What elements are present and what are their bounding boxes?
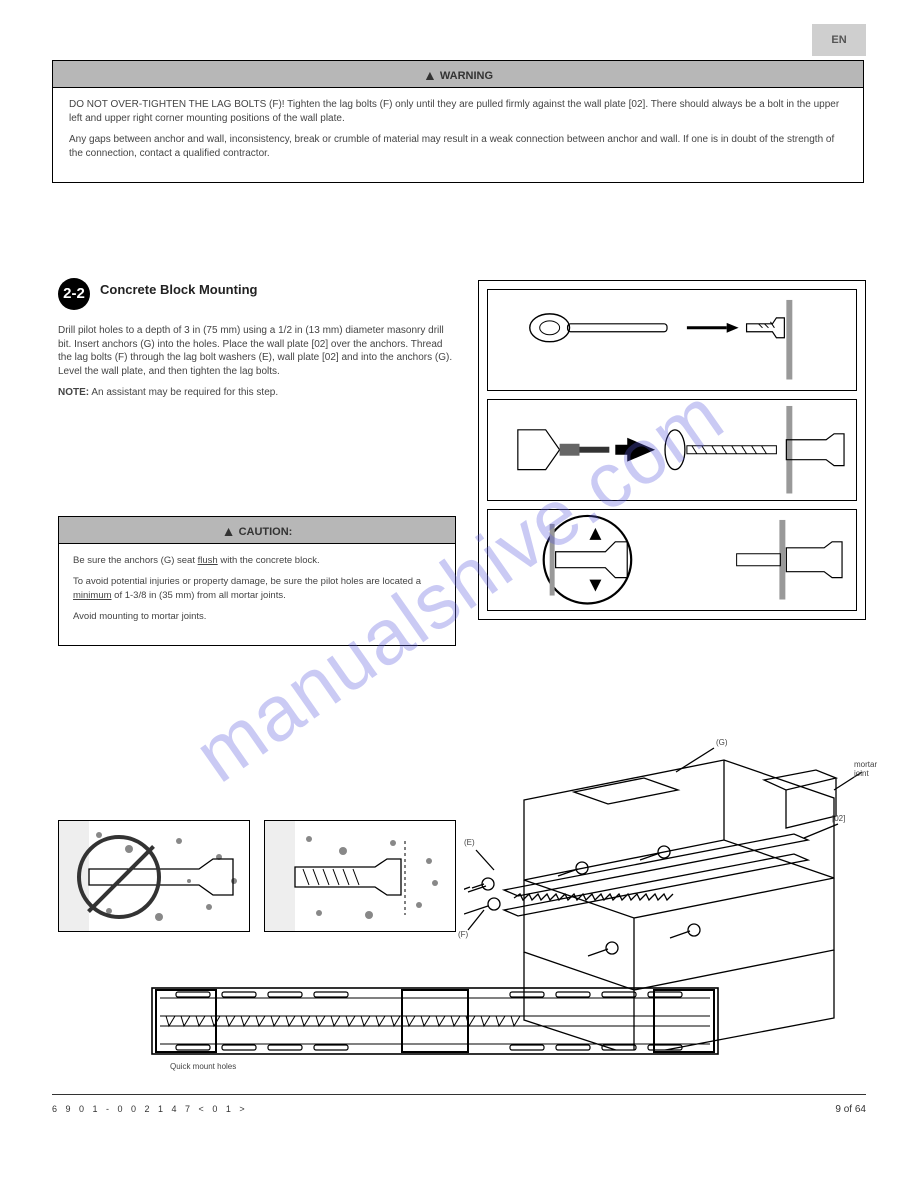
- top-warning-title: WARNING: [440, 70, 493, 82]
- caution-ul1: flush: [198, 555, 218, 566]
- anchor-row-2: [487, 399, 857, 501]
- iso-block-diagram: (G) mortar joint (E) (F) [02]: [464, 720, 874, 1050]
- top-warning-header: ▲ WARNING: [53, 61, 863, 88]
- footer-rule: [52, 1094, 866, 1095]
- anchor-svg-3: [488, 510, 856, 609]
- iso-label-joint: mortar joint: [854, 760, 877, 778]
- plate-caption: Quick mount holes: [170, 1062, 320, 1071]
- anchor-row-1: [487, 289, 857, 391]
- caution-ul2: minimum: [73, 590, 112, 601]
- iso-label-g: (G): [716, 738, 728, 747]
- footer-page-number: 9 of 64: [835, 1104, 866, 1115]
- caution-p3: Avoid mounting to mortar joints.: [73, 610, 441, 623]
- step-body: Drill pilot holes to a depth of 3 in (75…: [58, 324, 458, 408]
- no-symbol: [77, 835, 161, 919]
- caution-header: ▲ CAUTION:: [59, 517, 455, 544]
- footer-part-number: 6 9 0 1 - 0 0 2 1 4 7 < 0 1 >: [52, 1104, 248, 1114]
- step-title: Concrete Block Mounting: [100, 282, 460, 297]
- note-label: NOTE:: [58, 387, 89, 398]
- anchor-svg-1: [488, 290, 856, 389]
- iso-label-bracket: [02]: [832, 814, 845, 823]
- concrete-wrong: [58, 820, 250, 932]
- step-p2: NOTE: An assistant may be required for t…: [58, 386, 458, 400]
- iso-svg: [464, 720, 874, 1050]
- concrete-diagrams: [58, 820, 456, 932]
- top-warning-p1: DO NOT OVER-TIGHTEN THE LAG BOLTS (F)! T…: [69, 98, 847, 125]
- note-text: An assistant may be required for this st…: [91, 387, 278, 398]
- step-p1: Drill pilot holes to a depth of 3 in (75…: [58, 324, 458, 378]
- caution-body: Be sure the anchors (G) seat flush with …: [59, 544, 455, 645]
- anchor-diagram-frame: [478, 280, 866, 620]
- caution-p1: Be sure the anchors (G) seat flush with …: [73, 554, 441, 567]
- language-tab: EN: [812, 24, 866, 56]
- concrete-correct-svg: [265, 821, 455, 932]
- caution-box: ▲ CAUTION: Be sure the anchors (G) seat …: [58, 516, 456, 646]
- step-number-circle: 2-2: [58, 278, 90, 310]
- top-warning-p2: Any gaps between anchor and wall, incons…: [69, 133, 847, 160]
- caution-title: CAUTION:: [239, 526, 293, 538]
- top-warning-body: DO NOT OVER-TIGHTEN THE LAG BOLTS (F)! T…: [53, 88, 863, 182]
- iso-label-f: (F): [458, 930, 468, 939]
- concrete-correct: [264, 820, 456, 932]
- anchor-svg-2: [488, 400, 856, 499]
- top-warning-box: ▲ WARNING DO NOT OVER-TIGHTEN THE LAG BO…: [52, 60, 864, 183]
- warning-icon: ▲: [423, 67, 437, 83]
- caution-icon: ▲: [222, 523, 236, 539]
- iso-label-e: (E): [464, 838, 475, 847]
- anchor-row-3: [487, 509, 857, 611]
- caution-p2: To avoid potential injuries or property …: [73, 575, 441, 602]
